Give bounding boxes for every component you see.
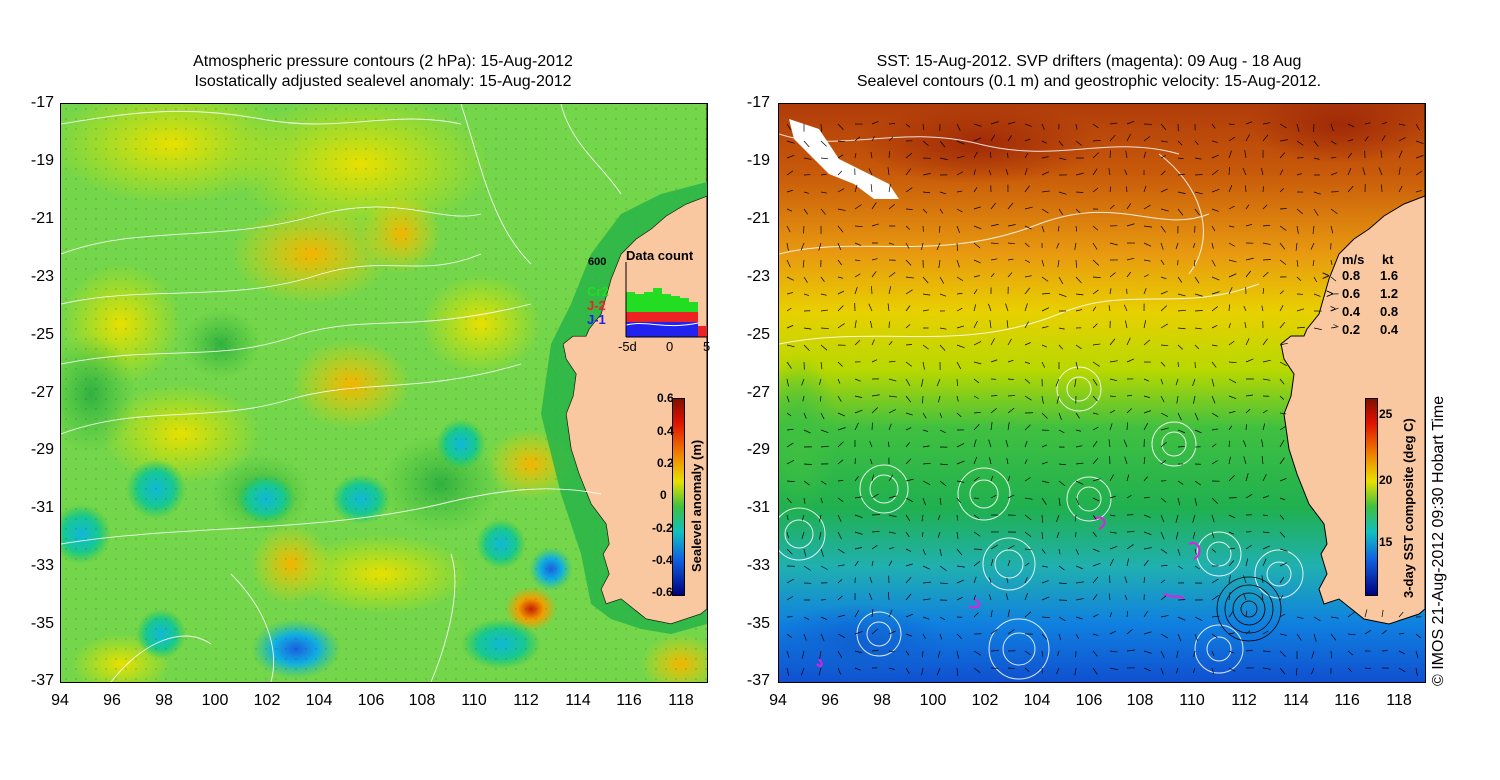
eddy-contours <box>1216 576 1282 642</box>
legend-kt-value: 1.6 <box>1380 268 1399 283</box>
legend-j1: J-1 <box>587 312 606 327</box>
data-count-inset <box>625 262 707 338</box>
sst-map[interactable] <box>778 103 1426 683</box>
y-tick: -29 <box>30 441 54 458</box>
colorbar-tick: 15 <box>1379 535 1393 549</box>
arrow-icon: > <box>1330 304 1336 315</box>
right-title-line2: Sealevel contours (0.1 m) and geostrophi… <box>856 73 1322 90</box>
count-x-label: 5 <box>703 339 711 354</box>
sealevel-contours <box>779 133 1304 680</box>
legend-ms-value: 0.6 <box>1342 286 1361 301</box>
x-tick: 118 <box>668 692 694 709</box>
y-tick: -25 <box>746 326 770 343</box>
colorbar-tick: -0.4 <box>652 553 673 567</box>
y-tick: -27 <box>746 384 770 401</box>
x-tick: 94 <box>51 692 69 709</box>
y-tick: -21 <box>30 210 54 227</box>
x-tick: 102 <box>253 692 281 709</box>
svp-drifter-tracks <box>816 516 1201 668</box>
colorbar-label: 3-day SST composite (deg C) <box>1401 418 1416 598</box>
legend-kt-value: 1.2 <box>1380 286 1399 301</box>
left-title-line2: Isostatically adjusted sealevel anomaly:… <box>194 73 572 90</box>
x-tick: 110 <box>461 692 487 709</box>
legend-header-kt: kt <box>1382 252 1394 267</box>
x-tick: 108 <box>408 692 436 709</box>
count-bar <box>698 326 707 337</box>
pressure-contours <box>61 104 622 682</box>
legend-cr2: Cr2 <box>587 284 609 299</box>
arrow-icon: > <box>1326 286 1334 301</box>
right-title-line1: SST: 15-Aug-2012. SVP drifters (magenta)… <box>876 53 1302 70</box>
australia-landmass <box>1280 104 1425 625</box>
colorbar-label: Sealevel anomaly (m) <box>689 439 704 572</box>
credit-text: © IMOS 21-Aug-2012 09:30 Hobart Time <box>1430 395 1447 686</box>
sealevel-colorbar <box>672 398 685 596</box>
legend-ms-value: 0.4 <box>1342 304 1361 319</box>
x-tick: 112 <box>1231 692 1257 709</box>
colorbar-tick: 0.2 <box>657 456 674 470</box>
legend-j2: J-2 <box>587 298 606 313</box>
y-tick: -23 <box>30 268 54 285</box>
y-tick: -35 <box>746 615 770 632</box>
colorbar-tick: 20 <box>1379 473 1393 487</box>
y-tick: -23 <box>746 268 770 285</box>
y-tick: -33 <box>30 557 54 574</box>
count-x-label: 0 <box>666 339 674 354</box>
x-tick: 104 <box>305 692 333 709</box>
y-tick: -31 <box>746 499 770 516</box>
x-tick: 96 <box>821 692 839 709</box>
colorbar-tick: -0.2 <box>652 521 673 535</box>
legend-kt-value: 0.8 <box>1380 304 1399 319</box>
y-tick: -33 <box>746 557 770 574</box>
x-tick: 100 <box>919 692 947 709</box>
count-x-label: -5d <box>618 339 637 354</box>
velocity-arrows <box>786 120 1424 676</box>
y-tick: -17 <box>746 94 770 111</box>
y-tick: -21 <box>746 210 770 227</box>
x-tick: 98 <box>155 692 173 709</box>
sealevel-anomaly-map[interactable] <box>60 103 708 683</box>
y-tick: -25 <box>30 326 54 343</box>
x-tick: 96 <box>103 692 121 709</box>
data-count-max: 600 <box>588 256 607 268</box>
colorbar-tick: 0.4 <box>657 424 674 438</box>
legend-kt-value: 0.4 <box>1380 322 1399 337</box>
y-tick: -19 <box>746 152 770 169</box>
y-tick: -27 <box>30 384 54 401</box>
x-tick: 110 <box>1179 692 1205 709</box>
x-tick: 118 <box>1386 692 1412 709</box>
sst-colorbar <box>1365 398 1378 596</box>
colorbar-tick: 25 <box>1379 407 1393 421</box>
y-tick: -19 <box>30 152 54 169</box>
legend-ms-value: 0.2 <box>1342 322 1361 337</box>
colorbar-tick: -0.6 <box>652 585 673 599</box>
colorbar-tick: 0.6 <box>657 391 674 405</box>
x-tick: 116 <box>1334 692 1360 709</box>
arrow-icon: > <box>1333 322 1338 331</box>
x-tick: 114 <box>1283 692 1309 709</box>
x-tick: 94 <box>769 692 787 709</box>
x-tick: 102 <box>971 692 999 709</box>
y-tick: -37 <box>746 672 770 689</box>
data-count-title: Data count <box>626 248 694 263</box>
legend-header-ms: m/s <box>1342 252 1365 267</box>
y-tick: -35 <box>30 615 54 632</box>
y-tick: -37 <box>30 672 54 689</box>
y-tick: -29 <box>746 441 770 458</box>
arrow-icon: > <box>1322 268 1330 283</box>
x-tick: 100 <box>201 692 229 709</box>
x-tick: 98 <box>873 692 891 709</box>
x-tick: 112 <box>513 692 539 709</box>
x-tick: 106 <box>1075 692 1103 709</box>
x-tick: 116 <box>616 692 642 709</box>
y-tick: -31 <box>30 499 54 516</box>
x-tick: 106 <box>357 692 385 709</box>
x-tick: 108 <box>1126 692 1154 709</box>
x-tick: 114 <box>565 692 591 709</box>
x-tick: 104 <box>1023 692 1051 709</box>
y-tick: -17 <box>30 94 54 111</box>
legend-ms-value: 0.8 <box>1342 268 1361 283</box>
colorbar-tick: 0 <box>660 488 667 502</box>
left-title-line1: Atmospheric pressure contours (2 hPa): 1… <box>193 53 573 70</box>
